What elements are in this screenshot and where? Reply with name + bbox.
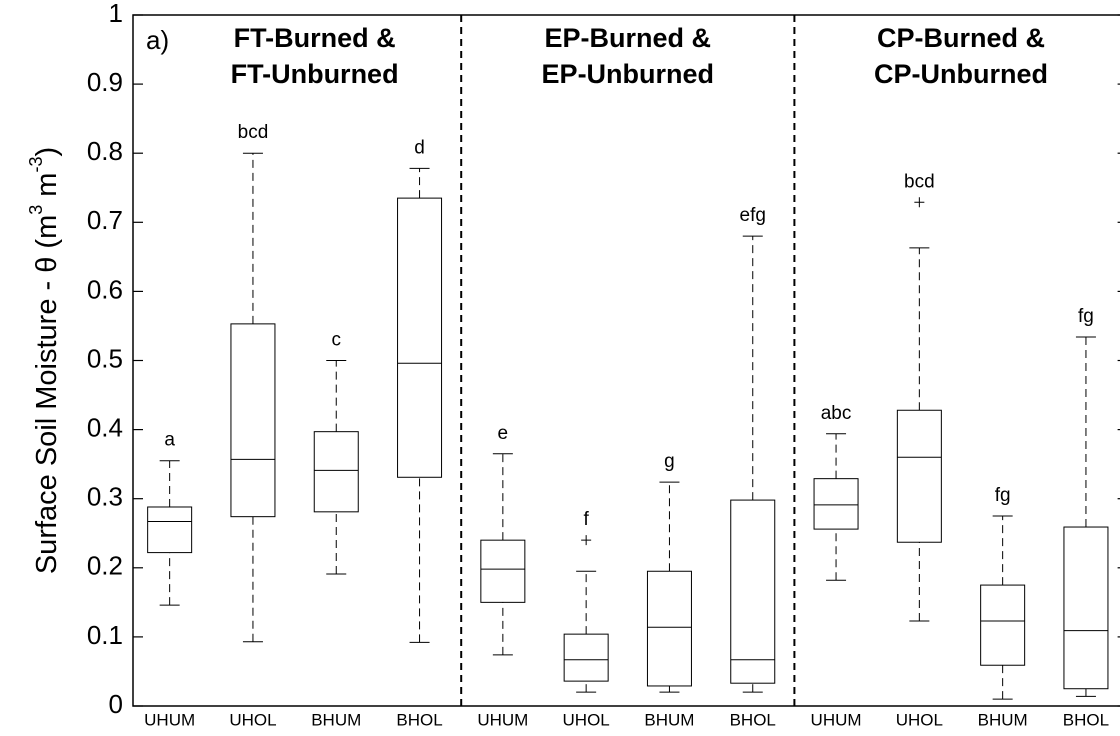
box <box>230 323 276 518</box>
box <box>646 570 692 687</box>
y-axis-label-part: ) <box>31 147 63 157</box>
x-tick-label: UHOL <box>896 710 943 729</box>
x-tick-label: UHUM <box>477 710 528 729</box>
x-tick-label: UHUM <box>144 710 195 729</box>
outlier <box>914 197 925 208</box>
significance-letter: fg <box>1078 306 1094 327</box>
significance-letter: e <box>498 423 509 444</box>
group-title: CP-Unburned <box>874 59 1048 89</box>
group-title: FT-Unburned <box>231 59 399 89</box>
y-tick-label: 0.1 <box>87 620 123 650</box>
x-tick-label: UHUM <box>811 710 862 729</box>
box <box>813 478 859 530</box>
box <box>147 506 193 554</box>
y-tick-label: 0.9 <box>87 67 123 97</box>
x-tick-label: UHOL <box>563 710 610 729</box>
x-tick-label: BHUM <box>644 710 694 729</box>
significance-letter: fg <box>995 485 1011 506</box>
significance-letter: bcd <box>904 171 935 192</box>
group-title: FT-Burned & <box>234 23 396 53</box>
y-axis-label: Surface Soil Moisture - θ (m3 m-3) <box>26 147 63 574</box>
y-tick-label: 0.3 <box>87 482 123 512</box>
panel-label: a) <box>146 25 169 55</box>
box <box>397 197 443 478</box>
y-tick-label: 0.4 <box>87 412 123 442</box>
y-tick-label: 0.6 <box>87 274 123 304</box>
significance-letter: bcd <box>238 122 269 143</box>
x-tick-label: BHUM <box>978 710 1028 729</box>
group-title: EP-Unburned <box>542 59 715 89</box>
significance-letter: efg <box>740 205 766 226</box>
y-tick-label: 0 <box>109 689 123 719</box>
significance-letter: d <box>414 137 425 158</box>
x-tick-label: BHOL <box>1063 710 1109 729</box>
significance-letter: g <box>664 451 675 472</box>
y-axis-label-part: -3 <box>26 157 46 173</box>
significance-letter: a <box>164 430 175 451</box>
box <box>1063 526 1109 690</box>
box <box>480 539 526 603</box>
group-title: EP-Burned & <box>545 23 712 53</box>
plot-frame <box>132 14 1120 707</box>
y-tick-label: 0.8 <box>87 136 123 166</box>
x-tick-label: BHUM <box>311 710 361 729</box>
significance-letter: f <box>584 509 590 530</box>
box <box>896 409 942 543</box>
outlier <box>581 535 592 546</box>
y-tick-label: 0.2 <box>87 551 123 581</box>
y-tick-label: 1 <box>109 0 123 28</box>
y-axis-label-part: m <box>31 173 63 205</box>
x-tick-label: BHOL <box>396 710 442 729</box>
y-axis-label-part: Surface Soil Moisture - θ (m <box>31 215 63 574</box>
box <box>563 633 609 682</box>
significance-letter: c <box>332 330 342 351</box>
y-tick-label: 0.5 <box>87 343 123 373</box>
box <box>313 431 359 513</box>
significance-letter: abc <box>821 403 852 424</box>
x-tick-label: UHOL <box>229 710 276 729</box>
y-axis-label-part: 3 <box>26 205 46 215</box>
x-tick-label: BHOL <box>730 710 776 729</box>
box <box>730 499 776 684</box>
y-tick-label: 0.7 <box>87 205 123 235</box>
group-title: CP-Burned & <box>877 23 1045 53</box>
box <box>980 584 1026 666</box>
